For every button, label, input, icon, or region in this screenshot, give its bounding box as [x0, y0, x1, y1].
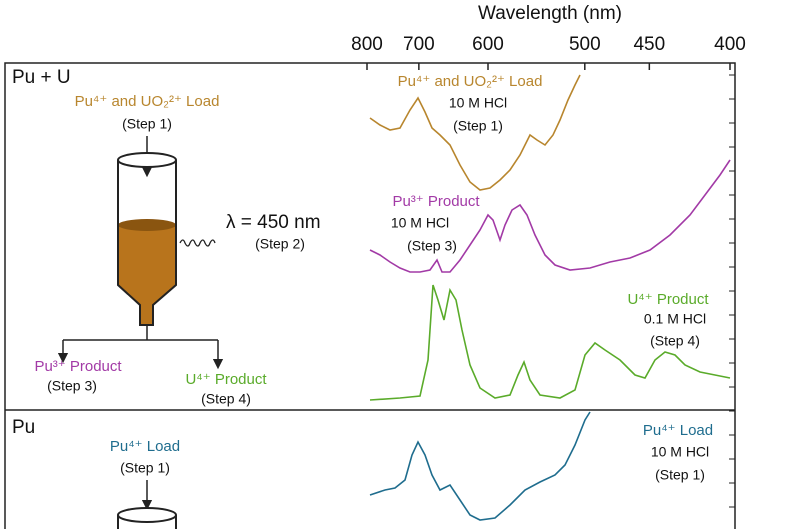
load-label: Pu⁴⁺ Load: [110, 438, 180, 455]
spectrum-label: Pu⁴⁺ Load: [643, 422, 713, 439]
branch: [63, 325, 218, 341]
spectrum: [369, 159, 731, 273]
output-step: (Step 3): [47, 378, 97, 394]
spectrum-solution: 10 M HCl: [391, 215, 449, 231]
panel-title: Pu: [12, 417, 35, 438]
x-tick-label: 600: [472, 34, 504, 55]
frame: [4, 62, 736, 529]
spectrum-solution: 10 M HCl: [651, 444, 709, 460]
load-step: (Step 1): [120, 460, 170, 476]
axis: 800 700 600 500 450 400: [351, 34, 746, 508]
spectrum-label: Pu³⁺ Product: [392, 193, 480, 210]
irradiation-step: (Step 2): [255, 236, 305, 252]
spectrum-step: (Step 1): [655, 467, 705, 483]
panel-title: Pu + U: [12, 67, 71, 88]
spectrum-step: (Step 4): [650, 333, 700, 349]
column: [117, 507, 177, 523]
load-label: Pu⁴⁺ and UO₂²⁺ Load: [75, 93, 220, 110]
x-tick-label: 700: [403, 34, 435, 55]
column: [117, 152, 177, 326]
spectrum-step: (Step 1): [453, 118, 503, 134]
spectrum-step: (Step 3): [407, 238, 457, 254]
output-step: (Step 4): [201, 391, 251, 407]
load-step: (Step 1): [122, 116, 172, 132]
x-tick-label: 500: [569, 34, 601, 55]
spectrum-solution: 0.1 M HCl: [644, 311, 706, 327]
x-tick-label: 400: [714, 34, 746, 55]
x-tick-label: 450: [633, 34, 665, 55]
axis-title: Wavelength (nm): [478, 3, 622, 24]
spectrum-solution: 10 M HCl: [449, 95, 507, 111]
output-label: Pu³⁺ Product: [34, 358, 122, 375]
irradiation-label: λ = 450 nm: [226, 212, 321, 233]
light-wave: [179, 239, 216, 247]
spectrum-label: U⁴⁺ Product: [627, 291, 709, 308]
x-tick-label: 800: [351, 34, 383, 55]
output-label: U⁴⁺ Product: [185, 371, 267, 388]
spectrum: [369, 74, 581, 191]
spectrum: [369, 411, 591, 521]
spectrum-label: Pu⁴⁺ and UO₂²⁺ Load: [398, 73, 543, 90]
spectrum: [369, 284, 731, 401]
